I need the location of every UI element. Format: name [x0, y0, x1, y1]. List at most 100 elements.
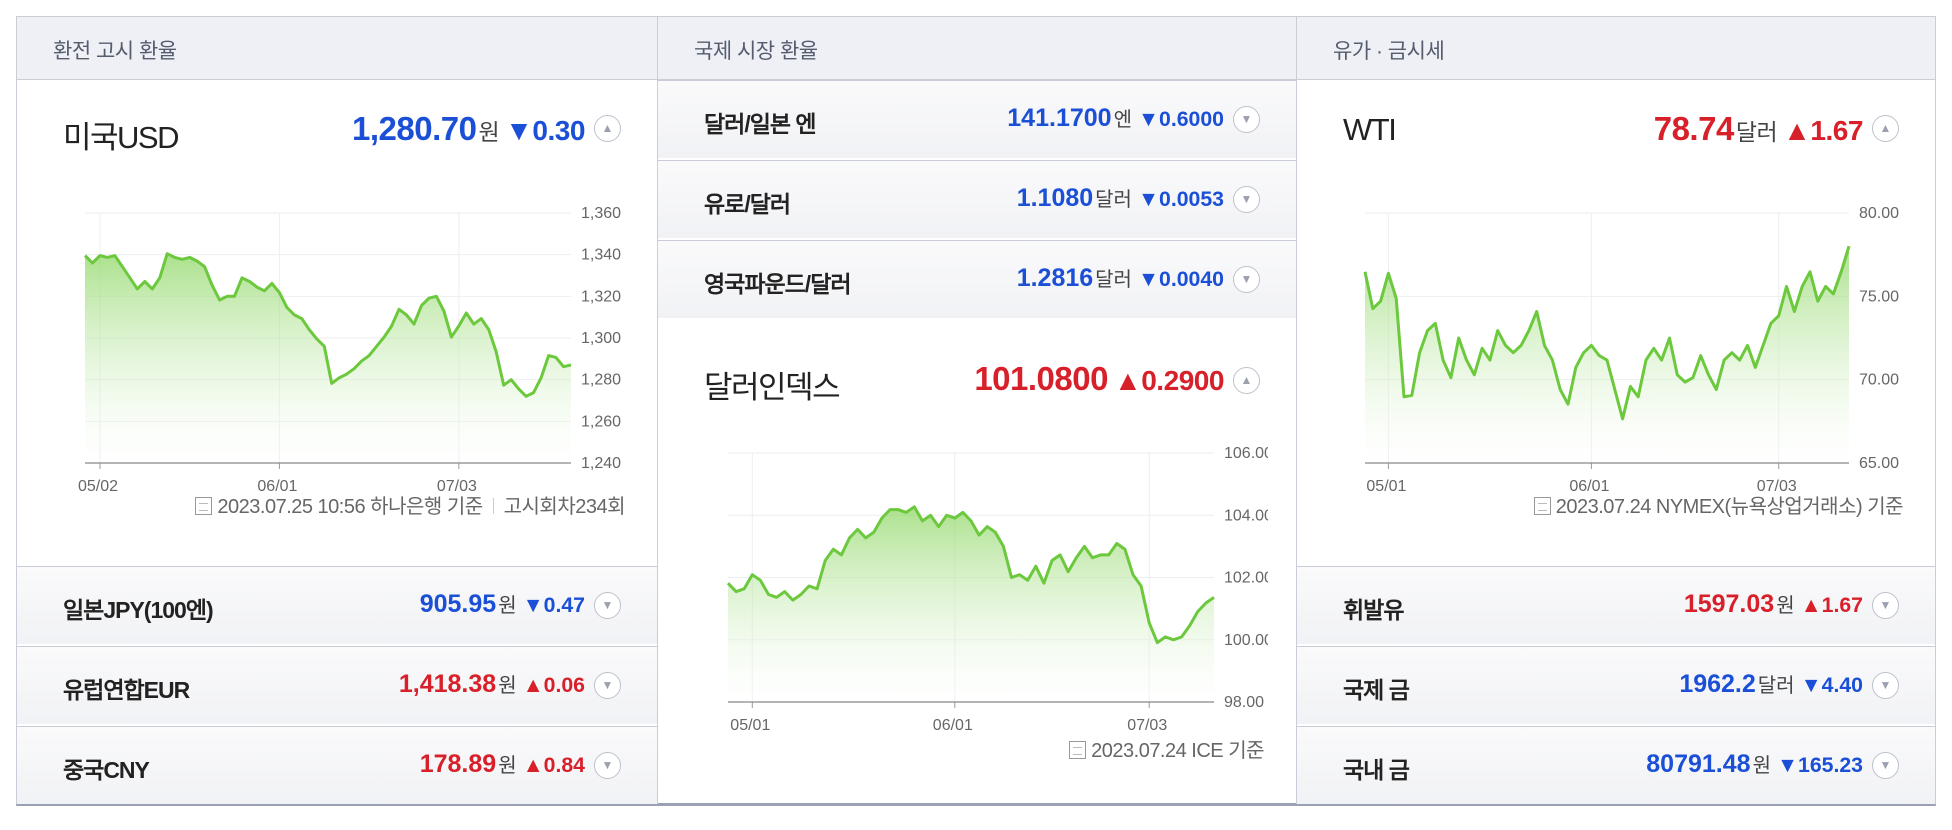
rate-row[interactable]: 유럽연합EUR 1,418.38 원 ▲0.06 ▼: [17, 646, 657, 724]
chevron-down-icon: ▼: [1879, 598, 1892, 612]
rate-row-rate: 1.1080: [1016, 184, 1094, 212]
rate-row-change: ▼0.47: [522, 593, 585, 617]
y-tick-label: 1,240: [581, 455, 621, 472]
chart-line: [83, 252, 572, 398]
chart-line: [1363, 245, 1851, 421]
wti-unit: 달러: [1735, 119, 1778, 145]
usd-collapse-button[interactable]: ▲: [594, 115, 621, 142]
rate-row-unit: 엔: [1113, 109, 1132, 131]
wti-title[interactable]: WTI: [1343, 112, 1397, 147]
chevron-down-icon: ▼: [1240, 272, 1253, 286]
rate-row-expand-button[interactable]: ▼: [1872, 672, 1899, 699]
rate-row-expand-button[interactable]: ▼: [1233, 106, 1260, 133]
rate-row[interactable]: 휘발유 1597.03 원 ▲1.67 ▼: [1297, 566, 1935, 644]
chevron-down-icon: ▼: [1240, 112, 1253, 126]
rate-row-value: 1962.2 달러 ▼4.40: [1679, 669, 1863, 699]
rate-row-change: ▼165.23: [1776, 753, 1863, 777]
rate-row-value: 141.1700 엔 ▼0.6000: [1007, 103, 1224, 133]
rate-row-rate: 1.2816: [1016, 264, 1094, 292]
chevron-down-icon: ▼: [1879, 758, 1892, 772]
rate-row-change: ▼0.0053: [1137, 187, 1224, 211]
x-tick-label: 05/01: [730, 717, 770, 734]
y-tick-label: 70.00: [1859, 372, 1899, 389]
dollar-index-title[interactable]: 달러인덱스: [704, 370, 841, 405]
world-header[interactable]: 국제 시장 환율: [658, 17, 1296, 80]
exchange-note-text: 2023.07.25 10:56 하나은행 기준: [217, 496, 483, 518]
rate-row-name: 영국파운드/달러: [704, 271, 852, 297]
usd-value: 1,280.70원 ▼0.30: [352, 110, 585, 148]
chevron-down-icon: ▼: [601, 598, 614, 612]
rate-row-value: 1.2816 달러 ▼0.0040: [1017, 263, 1224, 293]
rate-row-name: 유럽연합EUR: [63, 677, 190, 703]
dollar-index-collapse-button[interactable]: ▲: [1233, 367, 1260, 394]
oil-header[interactable]: 유가 · 금시세: [1297, 17, 1935, 80]
rate-row-rate: 1962.2: [1679, 670, 1756, 698]
wti-chart-svg: 80.00 75.00 70.00 65.00 05/01 06/01 07/03: [1363, 205, 1899, 495]
exchange-note-extra: 고시회차234회: [503, 496, 626, 518]
rate-row-rate: 141.1700: [1007, 104, 1112, 132]
y-tick-label: 1,280: [581, 372, 621, 389]
rate-row-value: 80791.48 원 ▼165.23: [1646, 749, 1863, 779]
rate-row-expand-button[interactable]: ▼: [594, 752, 621, 779]
usd-unit: 원: [478, 119, 500, 145]
rate-row-change: ▼0.6000: [1137, 107, 1224, 131]
rate-row-change: ▼4.40: [1800, 673, 1863, 697]
rate-row-expand-button[interactable]: ▼: [594, 592, 621, 619]
chart-area: [85, 253, 571, 463]
rate-row[interactable]: 유로/달러 1.1080 달러 ▼0.0053 ▼: [658, 160, 1296, 238]
market-widget: 환전 고시 환율 미국USD 1,280.70원 ▼0.30 ▲ 1,360 1,3…: [16, 16, 1936, 806]
rate-row[interactable]: 중국CNY 178.89 원 ▲0.84 ▼: [17, 726, 657, 804]
rate-row-unit: 원: [498, 755, 517, 777]
exchange-column: 환전 고시 환율 미국USD 1,280.70원 ▼0.30 ▲ 1,360 1,3…: [17, 17, 658, 804]
usd-title[interactable]: 미국USD: [63, 120, 180, 155]
rate-row[interactable]: 영국파운드/달러 1.2816 달러 ▼0.0040 ▼: [658, 240, 1296, 318]
rate-row-unit: 달러: [1095, 269, 1132, 291]
rate-row-name: 일본JPY(100엔): [63, 597, 214, 623]
dollar-index-chart: 106.00 104.00 102.00 100.00 98.00 05/01 06/01 0…: [698, 433, 1273, 738]
wti-chart: 80.00 75.00 70.00 65.00 05/01 06/01 07/03: [1337, 187, 1907, 502]
usd-chart-svg: 1,360 1,340 1,320 1,300 1,280 1,260 1,240 05/02…: [78, 205, 621, 495]
rate-row[interactable]: 달러/일본 엔 141.1700 엔 ▼0.6000 ▼: [658, 80, 1296, 158]
y-tick-label: 1,260: [581, 413, 621, 430]
rate-row-unit: 원: [1752, 755, 1771, 777]
rate-row-value: 905.95 원 ▼0.47: [420, 589, 585, 619]
rate-row-value: 1,418.38 원 ▲0.06: [399, 669, 585, 699]
rate-row[interactable]: 국내 금 80791.48 원 ▼165.23 ▼: [1297, 726, 1935, 804]
wti-collapse-button[interactable]: ▲: [1872, 115, 1899, 142]
rate-row[interactable]: 일본JPY(100엔) 905.95 원 ▼0.47 ▼: [17, 566, 657, 644]
x-tick-label: 06/01: [1569, 478, 1609, 495]
rate-row-name: 유로/달러: [704, 191, 791, 217]
rate-row-value: 1.1080 달러 ▼0.0053: [1017, 183, 1224, 213]
rate-row-expand-button[interactable]: ▼: [1233, 266, 1260, 293]
usd-change: ▼0.30: [505, 115, 585, 146]
y-tick-label: 104.00: [1224, 507, 1268, 524]
rate-row-expand-button[interactable]: ▼: [1233, 186, 1260, 213]
rate-row[interactable]: 국제 금 1962.2 달러 ▼4.40 ▼: [1297, 646, 1935, 724]
y-tick-label: 1,340: [581, 247, 621, 264]
exchange-note: 2023.07.25 10:56 하나은행 기준 고시회차234회: [195, 490, 626, 519]
world-note: 2023.07.24 ICE 기준: [1069, 734, 1264, 763]
rate-row-expand-button[interactable]: ▼: [1872, 752, 1899, 779]
y-tick-label: 98.00: [1224, 694, 1264, 711]
divider: [492, 498, 494, 514]
rate-row-expand-button[interactable]: ▼: [1872, 592, 1899, 619]
rate-row-expand-button[interactable]: ▼: [594, 672, 621, 699]
y-tick-label: 106.00: [1224, 445, 1268, 462]
rate-row-change: ▼0.0040: [1137, 267, 1224, 291]
usd-rate: 1,280.70: [352, 110, 477, 147]
rate-row-rate: 905.95: [419, 590, 497, 618]
x-tick-label: 05/01: [1366, 478, 1406, 495]
x-tick-label: 07/03: [1757, 478, 1797, 495]
y-tick-label: 1,360: [581, 205, 621, 222]
rate-row-unit: 달러: [1095, 189, 1132, 211]
y-tick-label: 1,300: [581, 330, 621, 347]
exchange-header[interactable]: 환전 고시 환율: [17, 17, 657, 80]
rate-row-unit: 원: [498, 595, 517, 617]
chart-line: [726, 505, 1215, 645]
rate-row-name: 국제 금: [1343, 677, 1410, 703]
oil-column: 유가 · 금시세 WTI 78.74달러 ▲1.67 ▲ 80.00 75.00 70…: [1297, 17, 1935, 804]
rate-row-unit: 달러: [1757, 675, 1795, 697]
wti-rate: 78.74: [1653, 110, 1735, 147]
x-tick-label: 07/03: [437, 478, 477, 495]
rate-row-change: ▲0.84: [522, 753, 585, 777]
